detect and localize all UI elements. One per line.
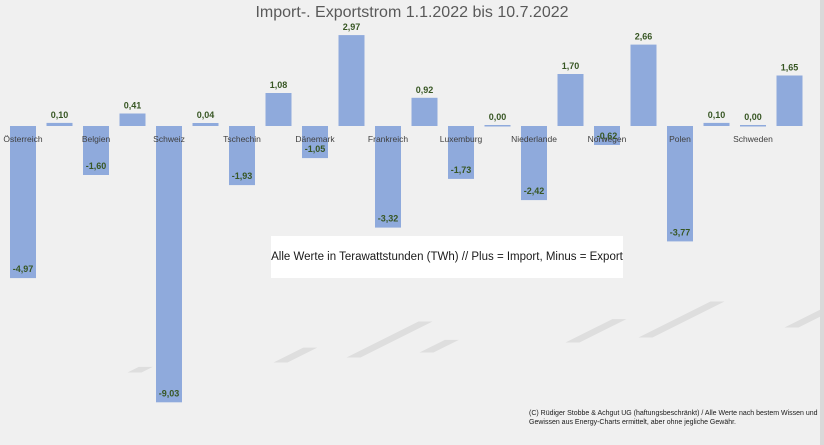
reflection-15 [565, 319, 627, 343]
bar-reflections [127, 301, 824, 373]
reflection-11 [419, 339, 459, 353]
category-label-16: Norwegen [588, 134, 627, 144]
category-label-12: Luxemburg [440, 134, 483, 144]
value-label-7: 1,08 [270, 80, 288, 90]
reflection-17 [638, 301, 725, 338]
value-label-17: 2,66 [635, 32, 653, 42]
bar-0 [10, 126, 36, 279]
bar-8 [302, 126, 328, 159]
chart-title: Import-. Exportstrom 1.1.2022 bis 10.7.2… [255, 4, 569, 21]
category-label-4: Schweiz [153, 134, 185, 144]
value-label-8: -1,05 [305, 144, 326, 154]
category-label-8: Dänemark [295, 134, 335, 144]
value-label-0: -4,97 [13, 264, 34, 274]
value-label-19: 0,10 [708, 110, 726, 120]
value-label-1: 0,10 [51, 110, 69, 120]
units-note: Alle Werte in Terawattstunden (TWh) // P… [271, 236, 623, 278]
value-label-13: 0,00 [489, 112, 507, 122]
copyright-note: (C) Rüdiger Stobbe & Achgut UG (haftungs… [529, 410, 818, 426]
right-edge-strip [820, 0, 824, 445]
category-label-20: Schweden [733, 134, 773, 144]
bar-17 [630, 44, 657, 126]
value-label-10: -3,32 [378, 214, 399, 224]
value-label-16: -0,62 [597, 131, 618, 141]
units-note-text: Alle Werte in Terawattstunden (TWh) // P… [271, 251, 623, 263]
value-label-20: 0,00 [744, 112, 762, 122]
category-label-0: Österreich [3, 134, 42, 144]
bar-10 [375, 126, 401, 228]
bar-2 [83, 126, 109, 175]
bar-13 [484, 125, 511, 127]
value-label-21: 1,65 [781, 63, 799, 73]
value-label-11: 0,92 [416, 85, 434, 95]
bar-11 [411, 97, 438, 126]
value-label-3: 0,41 [124, 101, 142, 111]
value-label-5: 0,04 [197, 110, 215, 120]
bar-16 [594, 126, 620, 145]
value-label-9: 2,97 [343, 22, 361, 32]
bar-5 [192, 123, 219, 126]
value-label-14: -2,42 [524, 186, 545, 196]
value-label-18: -3,77 [670, 227, 691, 237]
bar-7 [265, 93, 292, 126]
category-label-10: Frankreich [368, 134, 408, 144]
value-label-6: -1,93 [232, 171, 253, 181]
bar-20 [740, 125, 766, 127]
bar-12 [448, 126, 474, 179]
value-label-2: -1,60 [86, 161, 107, 171]
bar-1 [46, 122, 73, 126]
bar-19 [703, 122, 730, 126]
bar-6 [229, 126, 255, 186]
bar-14 [521, 126, 547, 201]
bar-18 [667, 126, 693, 242]
category-label-2: Belgien [82, 134, 111, 144]
value-label-12: -1,73 [451, 165, 472, 175]
category-label-6: Tschechin [223, 134, 261, 144]
bar-4 [156, 126, 182, 403]
bar-21 [776, 75, 803, 126]
reflection-21 [784, 307, 824, 328]
bar-15 [557, 74, 584, 126]
category-label-18: Polen [669, 134, 691, 144]
reflection-3 [127, 366, 153, 373]
bar-9 [338, 35, 365, 126]
category-label-14: Niederlande [511, 134, 557, 144]
value-label-4: -9,03 [159, 388, 180, 398]
value-label-15: 1,70 [562, 61, 580, 71]
bar-3 [119, 113, 146, 126]
reflection-9 [346, 321, 433, 358]
reflection-7 [273, 347, 318, 363]
